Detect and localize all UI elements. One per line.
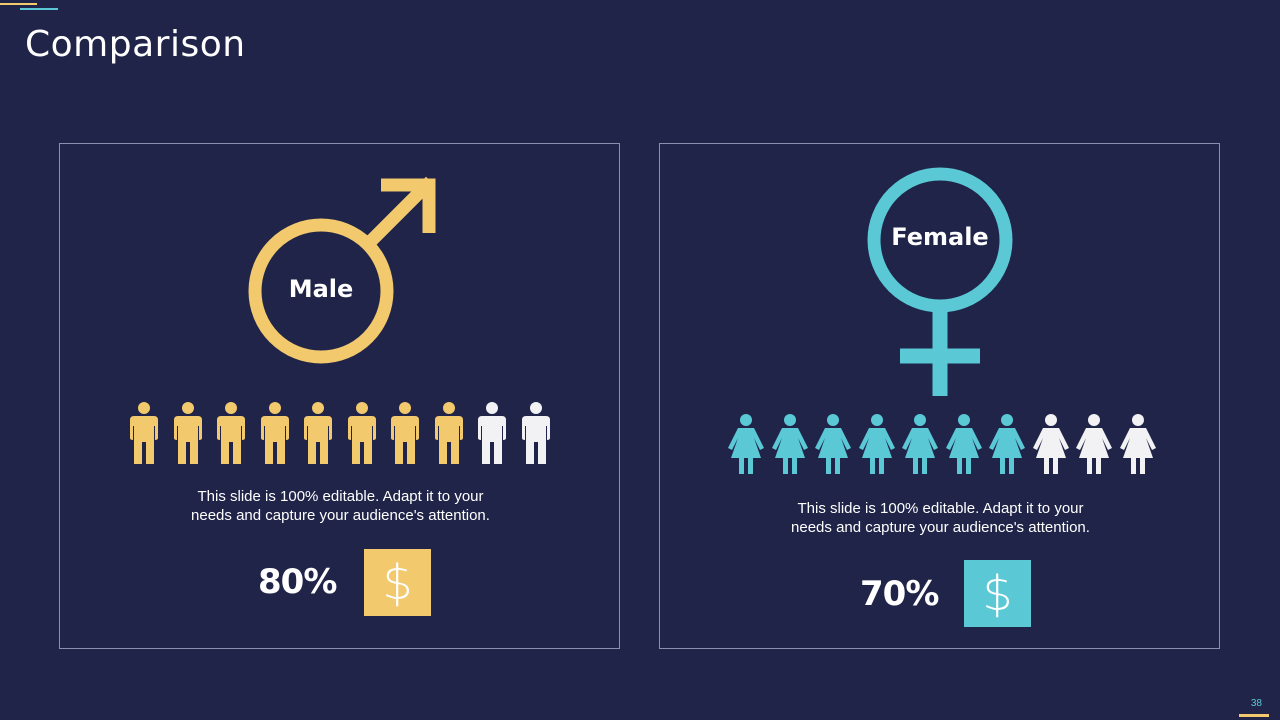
female-person-icon [1118,414,1158,474]
male-description: This slide is 100% editable. Adapt it to… [60,487,621,525]
female-description: This slide is 100% editable. Adapt it to… [660,499,1221,537]
male-description-line2: needs and capture your audience's attent… [191,507,490,524]
female-person-icon [900,414,940,474]
female-people-row [726,414,1158,474]
female-person-icon [987,414,1027,474]
male-person-icon [172,402,204,464]
female-symbol-icon [867,167,1013,396]
female-person-icon [813,414,853,474]
male-person-icon [346,402,378,464]
accent-line-teal [20,8,58,10]
female-label: Female [891,223,989,251]
slide-title: Comparison [25,24,246,65]
male-person-icon [433,402,465,464]
female-person-icon [1031,414,1071,474]
female-dollar-icon: $ [964,560,1031,627]
female-description-line2: needs and capture your audience's attent… [791,519,1090,536]
female-percentage: 70% [860,574,939,614]
female-person-icon [857,414,897,474]
female-person-icon [1074,414,1114,474]
female-dollar-glyph: $ [982,565,1013,622]
male-label: Male [288,275,354,303]
male-person-icon [128,402,160,464]
male-person-icon [215,402,247,464]
female-description-line1: This slide is 100% editable. Adapt it to… [797,500,1084,517]
male-person-icon [520,402,552,464]
male-person-icon [476,402,508,464]
female-panel: Female This slide is 100% editable. Adap… [659,143,1220,649]
male-person-icon [389,402,421,464]
female-person-icon [726,414,766,474]
page-number-underline [1239,714,1269,717]
accent-line-gold [0,3,37,5]
page-number: 38 [1250,698,1262,709]
female-person-icon [770,414,810,474]
male-percentage: 80% [258,562,337,602]
male-person-icon [259,402,291,464]
male-people-row [128,402,552,464]
male-dollar-glyph: $ [382,554,413,611]
male-symbol-icon [248,176,436,364]
male-panel: Male This slide is 100% editable. Adapt … [59,143,620,649]
female-person-icon [944,414,984,474]
male-person-icon [302,402,334,464]
male-dollar-icon: $ [364,549,431,616]
male-description-line1: This slide is 100% editable. Adapt it to… [197,488,484,505]
